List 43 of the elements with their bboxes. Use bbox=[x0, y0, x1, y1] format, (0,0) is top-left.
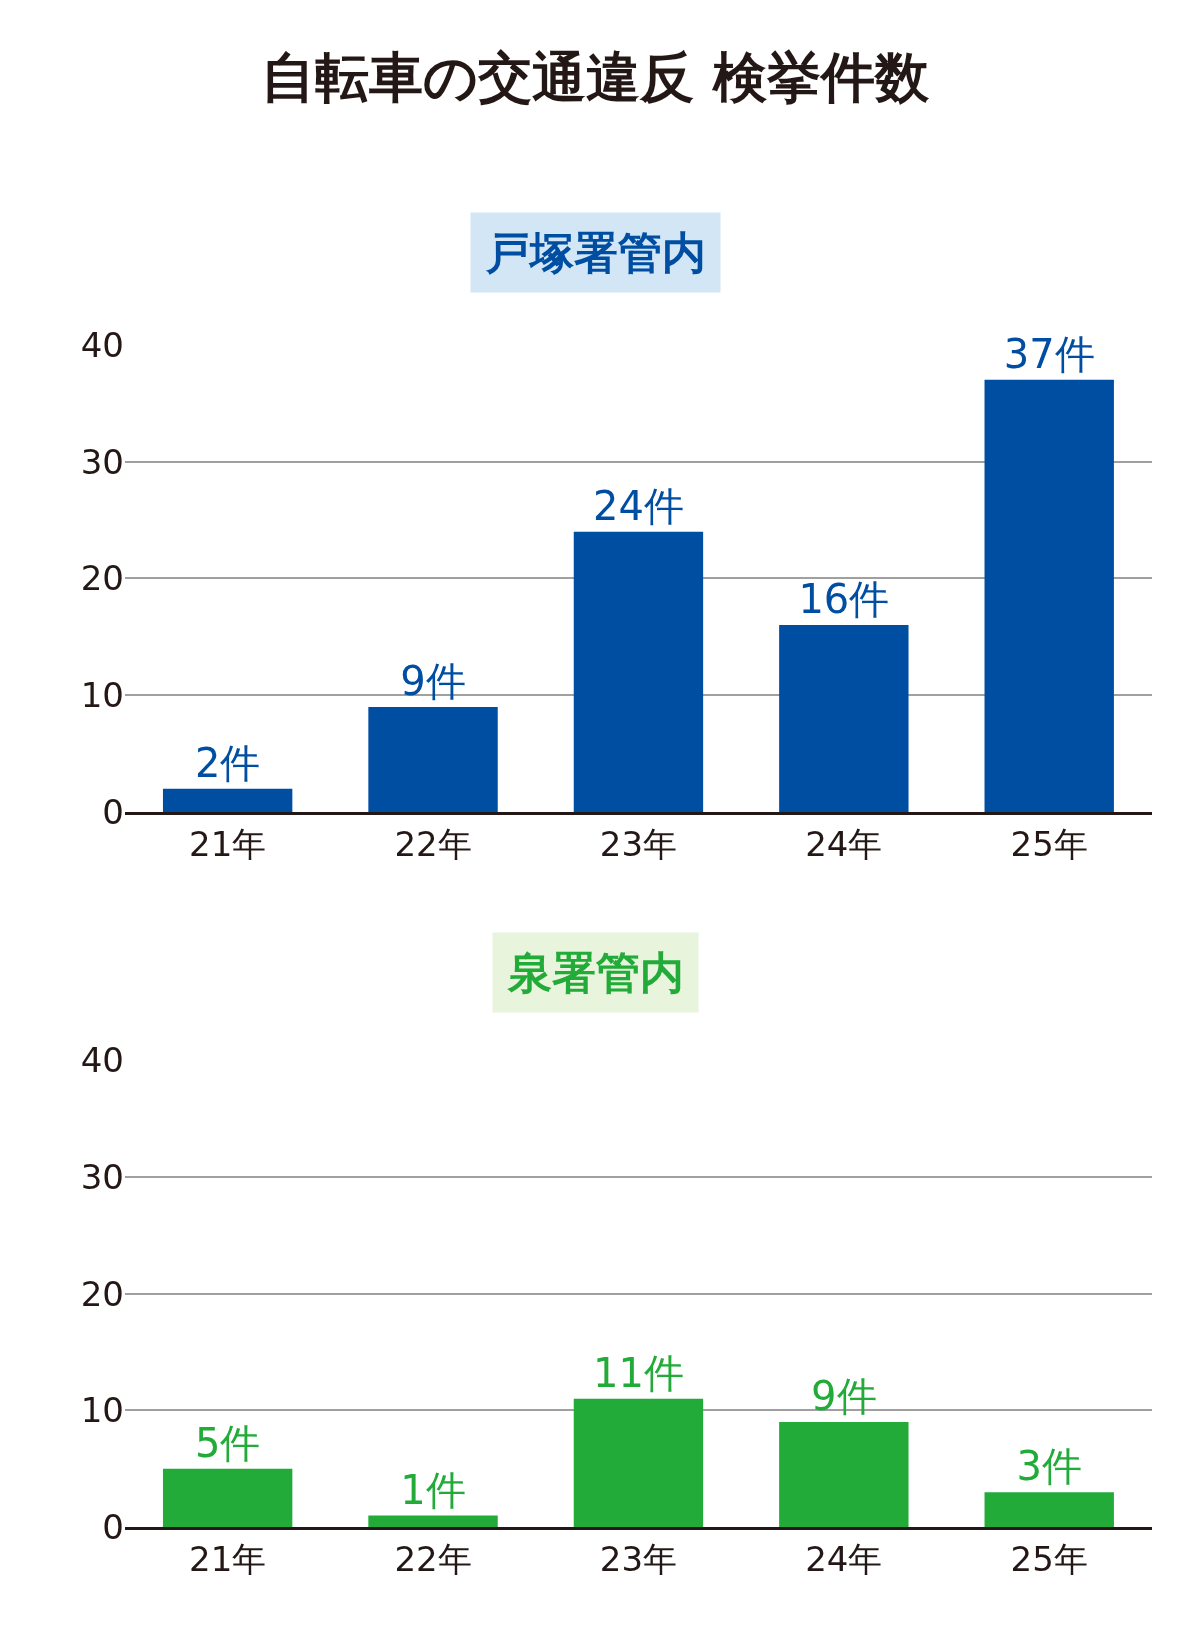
bar bbox=[573, 1398, 704, 1528]
x-tick-label: 22年 bbox=[394, 823, 472, 864]
y-tick-label: 0 bbox=[102, 791, 124, 832]
x-tick-label: 25年 bbox=[1010, 823, 1088, 864]
bar bbox=[368, 1515, 498, 1528]
x-tick-label: 24年 bbox=[805, 1539, 883, 1579]
chart-title: 泉署管内 bbox=[507, 947, 684, 998]
chart-subtitle: 戸塚署管内 bbox=[485, 227, 706, 278]
x-tick-label: 22年 bbox=[394, 1539, 472, 1579]
y-tick-label: 40 bbox=[80, 324, 124, 365]
y-tick-label: 30 bbox=[80, 1156, 124, 1197]
data-label: 37件 bbox=[1003, 330, 1095, 377]
y-tick-label: 20 bbox=[80, 1273, 124, 1314]
y-tick-label: 10 bbox=[80, 1390, 124, 1431]
data-label: 16件 bbox=[798, 576, 890, 623]
x-tick-label: 25年 bbox=[1010, 1539, 1088, 1579]
data-label: 9件 bbox=[400, 657, 466, 704]
data-label: 5件 bbox=[194, 1419, 261, 1466]
x-tick-label: 23年 bbox=[599, 1539, 678, 1579]
x-tick-label: 21年 bbox=[189, 823, 267, 864]
bar bbox=[162, 788, 293, 812]
data-label: 9件 bbox=[811, 1373, 877, 1420]
bar bbox=[984, 379, 1114, 812]
y-tick-label: 30 bbox=[80, 441, 124, 482]
data-label: 1件 bbox=[400, 1466, 466, 1513]
bar bbox=[779, 1422, 909, 1528]
bar bbox=[368, 706, 498, 812]
chart-title: 自転車の交通違反 検挙件数 bbox=[261, 46, 930, 109]
bar bbox=[779, 625, 909, 812]
x-tick-label: 24年 bbox=[805, 823, 883, 864]
data-label: 2件 bbox=[194, 739, 261, 786]
bar bbox=[984, 1492, 1114, 1528]
x-tick-label: 21年 bbox=[189, 1539, 267, 1579]
data-label: 11件 bbox=[592, 1349, 684, 1396]
bar bbox=[162, 1468, 293, 1528]
y-tick-label: 20 bbox=[80, 558, 124, 599]
bar bbox=[573, 531, 704, 812]
y-tick-label: 10 bbox=[80, 675, 124, 716]
y-tick-label: 40 bbox=[80, 1039, 124, 1080]
data-label: 3件 bbox=[1016, 1443, 1082, 1490]
data-label: 24件 bbox=[592, 482, 684, 529]
x-tick-label: 23年 bbox=[599, 823, 678, 864]
y-tick-label: 0 bbox=[102, 1507, 124, 1548]
